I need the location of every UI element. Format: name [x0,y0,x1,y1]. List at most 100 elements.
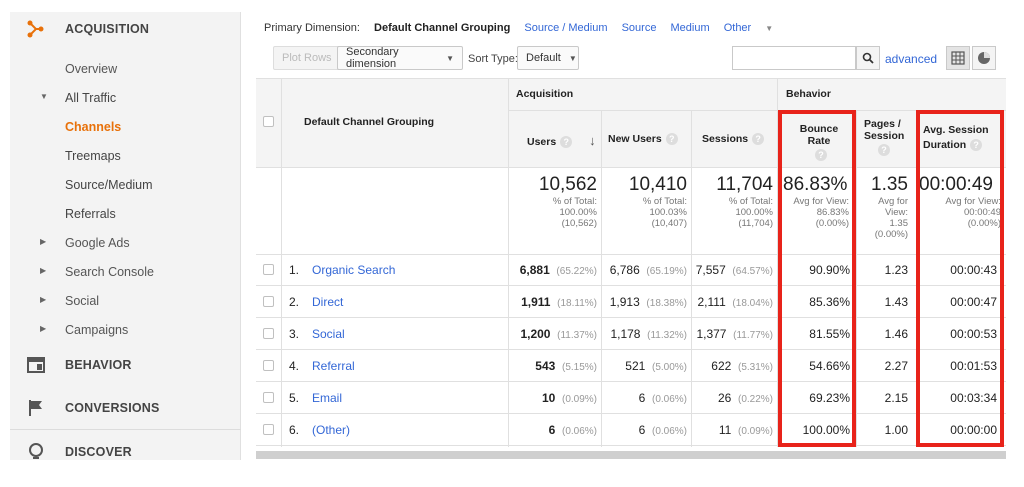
sort-type-label: Sort Type: [468,53,518,65]
total-new-users-value: 10,410 [628,174,687,195]
users-percent: (65.22%) [556,266,597,277]
nav-section-conversions[interactable]: CONVERSIONS [10,393,241,423]
row-checkbox[interactable] [263,424,274,435]
dimension-source-medium[interactable]: Source / Medium [524,22,608,34]
row-number: 1. [289,263,300,277]
col-header-sessions[interactable]: Sessions? [702,133,765,146]
sidebar-item-label: All Traffic [65,91,117,105]
sidebar-item-google-ads[interactable]: ▶ Google Ads [10,231,241,255]
cell-users: 1,200 (11.37%) [508,327,597,341]
cell-avg-duration: 00:03:34 [950,391,997,405]
sidebar-item-treemaps[interactable]: Treemaps [10,144,241,168]
sessions-value: 1,377 [696,327,727,341]
row-number: 2. [289,295,300,309]
plot-rows-button[interactable]: Plot Rows [273,46,341,70]
users-value: 543 [535,359,556,373]
total-pages-sub: 1.35 [889,218,909,229]
table-view-button[interactable] [946,46,970,70]
sidebar-item-label: Treemaps [65,149,121,163]
channel-link[interactable]: Direct [312,295,344,309]
table-row[interactable]: 5. Email 10 (0.09%) 6 (0.06%) 26 (0.22%) 69.2… [256,382,1006,414]
col-header-dimension[interactable]: Default Channel Grouping [304,116,435,128]
cell-avg-duration: 00:01:53 [950,359,997,373]
row-checkbox[interactable] [263,264,274,275]
sessions-value: 7,557 [695,263,726,277]
row-divider [256,349,1006,350]
sidebar-item-referrals[interactable]: Referrals [10,202,241,226]
users-percent: (0.06%) [561,426,597,437]
sessions-percent: (18.04%) [732,298,773,309]
cell-new-users: 1,178 (11.32%) [601,327,687,341]
row-checkbox[interactable] [263,360,274,371]
caret-down-icon: ▼ [568,53,577,63]
total-new-users-sub: (10,407) [651,218,687,229]
horizontal-scrollbar[interactable] [256,451,1006,459]
table-row[interactable]: 4. Referral 543 (5.15%) 521 (5.00%) 622 (5.3… [256,350,1006,382]
table-row[interactable]: 1. Organic Search 6,881 (65.22%) 6,786 (65.… [256,254,1006,286]
row-checkbox[interactable] [263,328,274,339]
caret-right-icon: ▶ [40,295,47,304]
table-row[interactable]: 3. Social 1,200 (11.37%) 1,178 (11.32%) 1,37… [256,318,1006,350]
dimension-other-dropdown[interactable]: Other ▼ [724,22,785,34]
table-toolbar: Plot Rows Secondary dimension ▼ Sort Typ… [256,46,1006,74]
sidebar-item-all-traffic[interactable]: ▼ All Traffic [10,86,241,110]
total-sessions-sub: % of Total: [728,196,773,207]
sort-type-dropdown[interactable]: Default ▼ [517,46,579,70]
sidebar-item-overview[interactable]: Overview [10,57,241,81]
row-divider [256,413,1006,414]
new-users-value: 6,786 [609,263,640,277]
row-divider [256,317,1006,318]
col-header-users[interactable]: Users? ↓ [527,133,596,149]
col-header-users-label: Users [527,136,557,148]
cell-pages-session: 1.46 [884,327,908,341]
grid-icon [951,51,965,65]
sidebar-item-search-console[interactable]: ▶ Search Console [10,260,241,284]
channel-link[interactable]: (Other) [312,423,351,437]
new-users-percent: (65.19%) [646,266,687,277]
channel-link[interactable]: Email [312,391,343,405]
nav-section-acquisition[interactable]: ACQUISITION [10,14,241,44]
row-checkbox[interactable] [263,392,274,403]
sidebar-item-source-medium[interactable]: Source/Medium [10,173,241,197]
new-users-value: 1,178 [610,327,641,341]
total-users-value: 10,562 [538,174,597,195]
table-rule [508,110,1006,111]
help-icon: ? [752,133,765,146]
dimension-source[interactable]: Source [621,22,657,34]
table-row[interactable]: 2. Direct 1,911 (18.11%) 1,913 (18.38%) 2,11… [256,286,1006,318]
cell-avg-duration: 00:00:53 [950,327,997,341]
sidebar-item-campaigns[interactable]: ▶ Campaigns [10,318,241,342]
pie-view-button[interactable] [972,46,996,70]
cell-sessions: 11 (0.09%) [691,423,773,437]
col-header-pages-session[interactable]: Pages / Session ? [864,118,914,156]
dimension-medium[interactable]: Medium [670,22,710,34]
channel-link[interactable]: Organic Search [312,263,396,277]
select-all-checkbox[interactable] [263,116,274,127]
col-header-avg-session-duration[interactable]: Avg. Session Duration? [923,124,1003,152]
channel-link[interactable]: Social [312,327,345,341]
new-users-percent: (0.06%) [651,426,687,437]
nav-section-discover[interactable]: DISCOVER [10,437,241,467]
total-pages-session: 1.35 Avg for View: 1.35 (0.00%) [860,174,908,240]
channel-link[interactable]: Referral [312,359,355,373]
advanced-filter-link[interactable]: advanced [885,52,938,66]
caret-down-icon: ▼ [765,24,774,33]
sidebar-item-channels[interactable]: Channels [10,115,241,139]
sidebar-item-social[interactable]: ▶ Social [10,289,241,313]
cell-pages-session: 2.15 [884,391,908,405]
total-users: 10,562 % of Total: 100.00% (10,562) [508,174,597,229]
table-row[interactable]: 6. (Other) 6 (0.06%) 6 (0.06%) 11 (0.09%) 100… [256,414,1006,446]
table-search-input[interactable] [732,46,856,70]
search-button[interactable] [856,46,880,70]
row-checkbox[interactable] [263,296,274,307]
cell-pages-session: 1.43 [884,295,908,309]
nav-section-behavior[interactable]: BEHAVIOR [10,350,241,380]
caret-right-icon: ▶ [40,266,47,275]
sidebar-item-label: Overview [65,62,118,76]
lightbulb-icon [29,443,43,459]
col-header-new-users[interactable]: New Users? [608,133,678,146]
pie-chart-icon [978,52,990,64]
secondary-dimension-dropdown[interactable]: Secondary dimension ▼ [337,46,463,70]
cell-pages-session: 1.00 [884,423,908,437]
col-header-bounce-rate[interactable]: Bounce Rate ? [788,123,850,161]
